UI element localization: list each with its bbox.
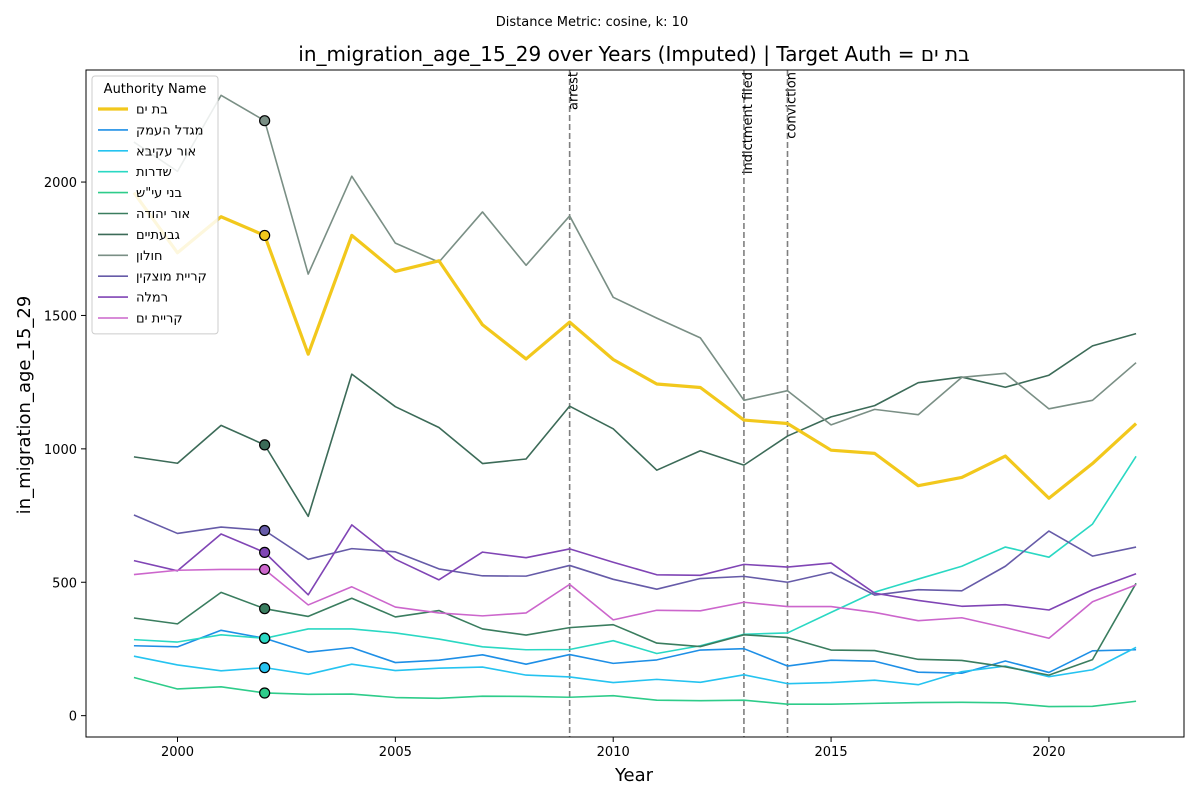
legend-label: שדרות (136, 165, 172, 180)
legend-title: Authority Name (104, 82, 207, 97)
legend-label: חולון (136, 249, 163, 264)
event-label: conviction (785, 72, 800, 139)
x-tick-label: 2020 (1032, 745, 1065, 760)
series-line (133, 629, 1137, 675)
event-label: arrest (567, 72, 582, 110)
series-line (133, 676, 1137, 708)
series-line (133, 332, 1137, 518)
series-line (133, 646, 1137, 686)
legend: Authority Name בת ים מגדל העמק אור עקיבא שדר… (91, 75, 219, 335)
x-tick-label: 2010 (597, 745, 630, 760)
legend-label: רמלה (136, 291, 168, 306)
y-axis-label: in_migration_age_15_29 (14, 296, 35, 515)
series-line (133, 94, 1137, 426)
series-line (133, 524, 1137, 611)
series-line (133, 568, 1137, 640)
x-axis-label: Year (614, 765, 654, 786)
legend-label: קריית מוצקין (136, 270, 207, 285)
legend-label: גבעתיים (136, 228, 180, 243)
x-tick-label: 2015 (815, 745, 848, 760)
y-tick-label: 2000 (44, 176, 77, 191)
chart-title: in_migration_age_15_29 over Years (Imput… (298, 42, 969, 66)
series-line (133, 514, 1137, 596)
legend-label: בני עי"ש (136, 186, 182, 201)
y-tick-label: 500 (52, 576, 77, 591)
data-point-marker (259, 229, 271, 242)
data-point-marker (259, 115, 271, 127)
series-line (133, 455, 1137, 655)
legend-label: אור עקיבא (136, 144, 196, 159)
data-point-marker (259, 546, 271, 558)
series-line (132, 191, 1138, 500)
legend-label: קריית ים (136, 312, 183, 327)
data-point-marker (259, 563, 271, 576)
y-tick-label: 0 (69, 710, 77, 725)
y-tick-label: 1000 (44, 443, 77, 458)
data-point-marker (259, 603, 271, 615)
plot-area-frame (85, 69, 1185, 738)
y-tick-label: 1500 (44, 309, 77, 324)
x-tick-label: 2005 (379, 745, 412, 760)
event-label: indictment filed (741, 72, 756, 174)
series-line (133, 582, 1137, 676)
legend-label: אור יהודה (136, 207, 190, 222)
legend-label: מגדל העמק (136, 123, 204, 138)
x-tick-label: 2000 (161, 745, 194, 760)
data-point-marker (259, 662, 271, 674)
data-point-marker (259, 524, 271, 537)
data-point-marker (259, 439, 271, 451)
legend-box (91, 75, 219, 335)
chart-suptitle: Distance Metric: cosine, k: 10 (496, 15, 688, 30)
data-point-marker (259, 687, 271, 699)
legend-label: בת ים (136, 103, 168, 118)
data-point-marker (259, 632, 271, 644)
